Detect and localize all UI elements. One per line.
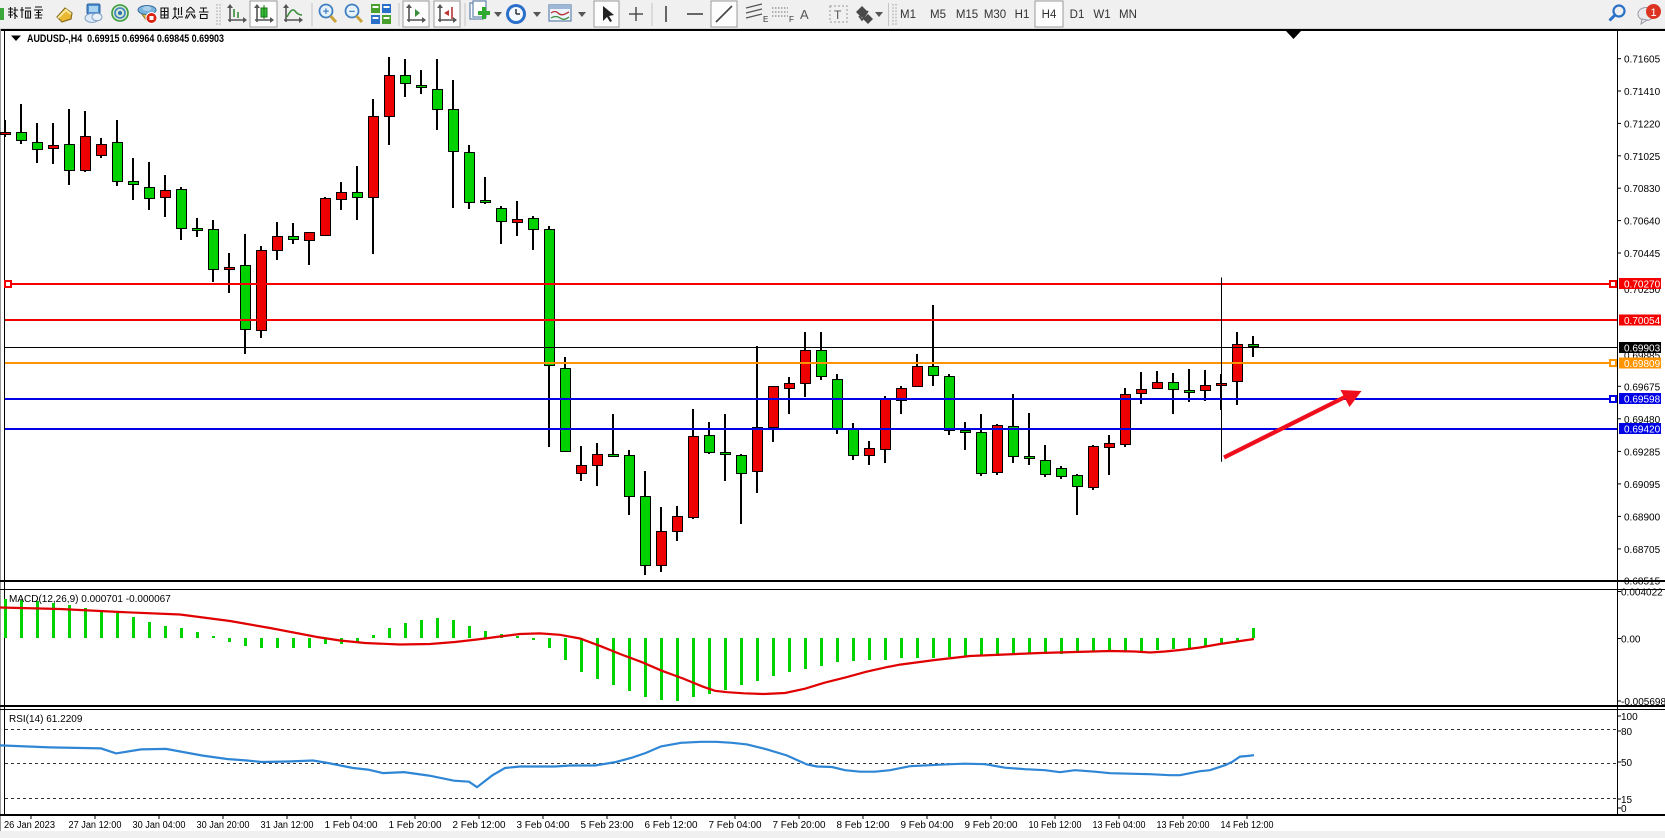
svg-text:0.69420: 0.69420	[1624, 425, 1661, 436]
svg-text:3 Feb 04:00: 3 Feb 04:00	[517, 820, 570, 831]
svg-text:7 Feb 20:00: 7 Feb 20:00	[773, 820, 826, 831]
svg-text:2 Feb 12:00: 2 Feb 12:00	[453, 820, 506, 831]
svg-text:D1: D1	[1070, 9, 1085, 21]
svg-text:M1: M1	[900, 9, 916, 21]
svg-text:0.70640: 0.70640	[1624, 217, 1661, 228]
svg-text:15: 15	[1621, 795, 1633, 806]
svg-text:0.69809: 0.69809	[1624, 359, 1661, 370]
svg-text:7 Feb 04:00: 7 Feb 04:00	[709, 820, 762, 831]
svg-text:0.69675: 0.69675	[1624, 382, 1661, 393]
svg-text:27 Jan 12:00: 27 Jan 12:00	[69, 820, 122, 831]
svg-text:T: T	[834, 8, 842, 22]
svg-text:8 Feb 12:00: 8 Feb 12:00	[837, 820, 890, 831]
svg-text:0.71025: 0.71025	[1624, 152, 1661, 163]
svg-text:9 Feb 20:00: 9 Feb 20:00	[965, 820, 1018, 831]
svg-text:0.71605: 0.71605	[1624, 55, 1661, 66]
svg-text:0.70054: 0.70054	[1624, 316, 1661, 327]
svg-text:100: 100	[1621, 712, 1638, 723]
svg-text:0.69598: 0.69598	[1624, 395, 1661, 406]
svg-text:0.70250: 0.70250	[1624, 285, 1661, 296]
svg-text:F: F	[789, 15, 794, 24]
svg-text:+: +	[323, 6, 329, 18]
svg-text:1 Feb 20:00: 1 Feb 20:00	[389, 820, 442, 831]
svg-text:0.69095: 0.69095	[1624, 480, 1661, 491]
svg-text:M30: M30	[984, 9, 1006, 21]
svg-text:9 Feb 04:00: 9 Feb 04:00	[901, 820, 954, 831]
svg-text:10 Feb 12:00: 10 Feb 12:00	[1029, 820, 1082, 831]
svg-text:0.68515: 0.68515	[1624, 577, 1661, 588]
svg-text:RSI(14) 61.2209: RSI(14) 61.2209	[9, 714, 83, 725]
svg-text:0.69285: 0.69285	[1624, 447, 1661, 458]
svg-text:0: 0	[1621, 804, 1627, 815]
svg-text:0.69903: 0.69903	[1624, 344, 1661, 355]
svg-text:30 Jan 04:00: 30 Jan 04:00	[133, 820, 186, 831]
svg-text:0.68900: 0.68900	[1624, 512, 1661, 523]
svg-text:50: 50	[1621, 758, 1633, 769]
svg-text:0.70445: 0.70445	[1624, 249, 1661, 260]
svg-text:0.69885: 0.69885	[1624, 351, 1661, 362]
svg-text:80: 80	[1621, 727, 1633, 738]
svg-text:W1: W1	[1093, 9, 1110, 21]
svg-text:13 Feb 20:00: 13 Feb 20:00	[1157, 820, 1210, 831]
svg-text:14 Feb 12:00: 14 Feb 12:00	[1221, 820, 1274, 831]
svg-text:5 Feb 23:00: 5 Feb 23:00	[581, 820, 634, 831]
svg-text:E: E	[763, 15, 768, 24]
svg-text:MN: MN	[1119, 9, 1137, 21]
svg-text:−: −	[349, 6, 355, 18]
svg-text:H4: H4	[1042, 9, 1057, 21]
svg-text:A: A	[800, 7, 809, 22]
svg-text:AUDUSD-,H4 0.69915 0.69964 0.: AUDUSD-,H4 0.69915 0.69964 0.69845 0.699…	[27, 33, 224, 45]
svg-text:MACD(12,26,9) 0.000701 -0.0000: MACD(12,26,9) 0.000701 -0.000067	[9, 594, 171, 605]
svg-text:0.71410: 0.71410	[1624, 87, 1661, 98]
svg-text:0.69480: 0.69480	[1624, 415, 1661, 426]
svg-text:0.00: 0.00	[1621, 635, 1641, 646]
svg-text:6 Feb 12:00: 6 Feb 12:00	[645, 820, 698, 831]
svg-text:M15: M15	[956, 9, 978, 21]
svg-text:0.68705: 0.68705	[1624, 545, 1661, 556]
svg-text:0.70830: 0.70830	[1624, 184, 1661, 195]
svg-text:1 Feb 04:00: 1 Feb 04:00	[325, 820, 378, 831]
svg-text:0.004022: 0.004022	[1621, 588, 1663, 599]
svg-text:30 Jan 20:00: 30 Jan 20:00	[197, 820, 250, 831]
svg-text:H1: H1	[1015, 9, 1030, 21]
svg-text:-0.005698: -0.005698	[1621, 697, 1665, 708]
svg-text:26 Jan 2023: 26 Jan 2023	[4, 820, 55, 831]
svg-text:13 Feb 04:00: 13 Feb 04:00	[1093, 820, 1146, 831]
svg-text:0.70270: 0.70270	[1624, 280, 1661, 291]
svg-text:31 Jan 12:00: 31 Jan 12:00	[261, 820, 314, 831]
svg-text:M5: M5	[930, 9, 946, 21]
svg-text:0.71220: 0.71220	[1624, 119, 1661, 130]
svg-text:1: 1	[1650, 7, 1656, 19]
